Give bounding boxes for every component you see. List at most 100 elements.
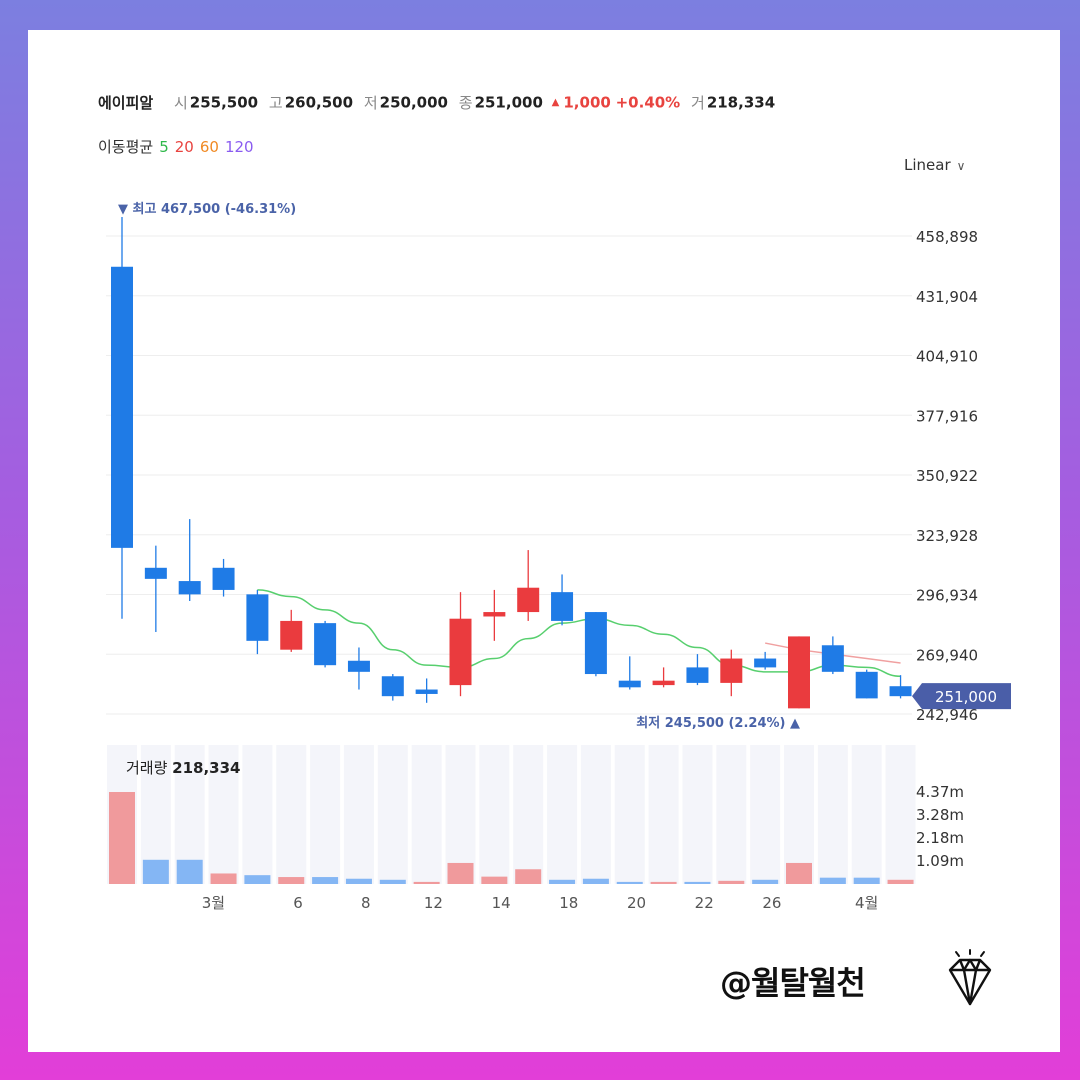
volume-bar xyxy=(109,792,135,884)
volume-bar xyxy=(786,862,812,884)
volume-column-bg xyxy=(851,745,882,884)
volume-column-bg xyxy=(750,745,781,884)
min-price-marker: 최저 245,500 (2.24%) ▲ xyxy=(636,716,800,731)
volume-bar xyxy=(684,881,711,884)
volume-tick-label: 3.28m xyxy=(916,806,964,824)
volume-bar xyxy=(176,859,203,884)
candle-body xyxy=(652,680,675,686)
volume-column-bg xyxy=(445,745,476,884)
close-value: 251,000 xyxy=(474,93,543,112)
price-tick-label: 458,898 xyxy=(916,228,978,246)
volume-column-bg xyxy=(885,745,916,884)
x-tick-label: 6 xyxy=(293,894,303,912)
open-value: 255,500 xyxy=(189,93,259,112)
volume-column-bg xyxy=(784,745,814,884)
volume-bar xyxy=(650,881,677,884)
candle-body xyxy=(821,645,844,672)
volume-value: 218,334 xyxy=(706,93,776,112)
candle-body xyxy=(754,658,777,668)
volume-bar xyxy=(447,862,474,884)
volume-column-bg xyxy=(310,745,341,884)
x-tick-label: 26 xyxy=(762,894,781,912)
close-label: 종 xyxy=(458,94,473,112)
price-tick-label: 323,928 xyxy=(916,527,978,545)
ma-20-label[interactable]: 20 xyxy=(174,138,194,156)
high-label: 고 xyxy=(268,94,283,112)
volume-column-bg xyxy=(208,745,239,884)
volume-bar xyxy=(853,877,880,884)
chevron-down-icon[interactable]: ∨ xyxy=(956,159,966,173)
ma-5-label[interactable]: 5 xyxy=(159,138,169,156)
scale-select[interactable]: Linear ∨ xyxy=(904,156,965,174)
volume-column-bg xyxy=(276,745,307,884)
diamond-icon xyxy=(948,949,992,1006)
price-tick-label: 431,904 xyxy=(916,288,978,306)
volume-tick-label: 2.18m xyxy=(916,829,964,847)
ma-120-label[interactable]: 120 xyxy=(224,138,254,156)
open-label: 시 xyxy=(173,94,188,112)
x-tick-label: 8 xyxy=(361,894,371,912)
price-tick-label: 242,946 xyxy=(916,706,978,724)
volume-bar xyxy=(582,878,609,884)
volume-bar xyxy=(616,881,643,884)
change-value: 1,000 xyxy=(563,93,611,112)
volume-bar xyxy=(142,859,169,884)
volume-bar xyxy=(549,879,576,884)
volume-bar xyxy=(413,881,440,884)
candle-body xyxy=(381,676,404,697)
price-summary: 에이피알 시 255,500 고 260,500 저 250,000 종 251,000… xyxy=(98,92,775,113)
volume-bar xyxy=(752,879,779,884)
volume-bar xyxy=(887,879,914,884)
x-tick-label: 12 xyxy=(424,894,443,912)
x-tick-label: 22 xyxy=(695,894,714,912)
ma-60-label[interactable]: 60 xyxy=(199,138,219,156)
max-price-marker: ▼ 최고 467,500 (-46.31%) xyxy=(118,202,296,217)
price-tick-label: 404,910 xyxy=(916,348,978,366)
candle-body xyxy=(517,587,540,613)
candle-body xyxy=(720,658,743,683)
volume-column-bg xyxy=(479,745,510,884)
candle-body xyxy=(246,594,269,641)
low-label: 저 xyxy=(363,94,378,112)
candle-body xyxy=(686,667,709,683)
volume-column-bg xyxy=(343,745,374,884)
volume-bar xyxy=(481,876,508,884)
candle-body xyxy=(788,636,810,709)
up-arrow-icon: ▲ xyxy=(551,97,560,108)
volume-column-bg xyxy=(411,745,442,884)
x-tick-label: 14 xyxy=(492,894,511,912)
volume-label: 거 xyxy=(691,94,705,112)
x-tick-label: 20 xyxy=(627,894,646,912)
volume-column-bg xyxy=(242,745,273,884)
candle-body xyxy=(111,266,133,548)
x-tick-label: 18 xyxy=(559,894,578,912)
volume-bar xyxy=(515,869,542,884)
volume-tick-label: 4.37m xyxy=(916,783,964,801)
moving-average-legend[interactable]: 이동평균 5 20 60 120 xyxy=(98,136,260,157)
volume-bar xyxy=(210,873,237,884)
low-value: 250,000 xyxy=(379,93,448,112)
volume-column-bg xyxy=(682,745,713,884)
price-tick-label: 377,916 xyxy=(916,407,978,425)
scale-select-value[interactable]: Linear xyxy=(904,156,951,174)
candle-body xyxy=(584,612,607,675)
volume-column-bg xyxy=(716,745,747,884)
candle-body xyxy=(855,671,878,699)
candle-body xyxy=(449,618,472,686)
volume-bar xyxy=(312,877,339,884)
volume-bar xyxy=(278,877,305,884)
x-tick-label: 3월 xyxy=(202,894,225,912)
volume-tick-label: 1.09m xyxy=(916,852,964,870)
candle-body xyxy=(415,689,438,694)
volume-column-bg xyxy=(580,745,611,884)
volume-title: 거래량 218,334 xyxy=(126,759,241,777)
candle-body xyxy=(347,660,370,672)
volume-title-value: 218,334 xyxy=(172,759,240,777)
stock-name: 에이피알 xyxy=(98,94,154,112)
volume-column-bg xyxy=(614,745,645,884)
volume-column-bg xyxy=(817,745,848,884)
high-value: 260,500 xyxy=(284,93,354,112)
candle-body xyxy=(178,581,201,595)
price-tick-label: 269,940 xyxy=(916,646,978,664)
